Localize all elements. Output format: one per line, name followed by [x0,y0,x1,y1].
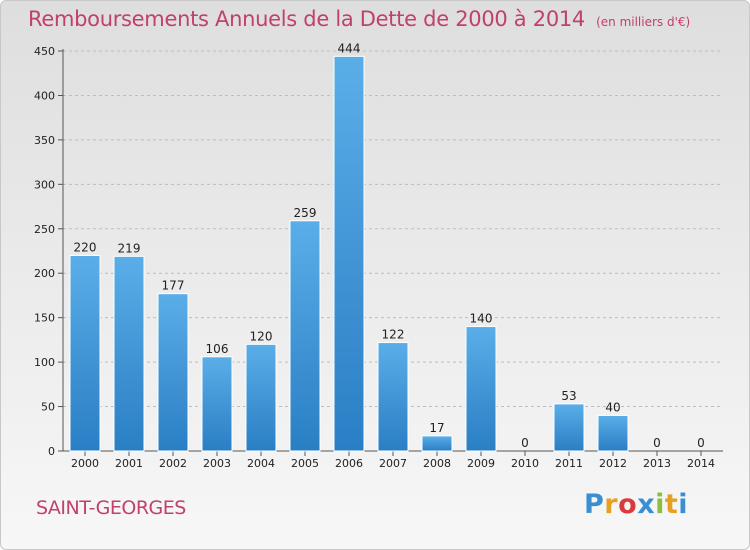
data-label: 219 [118,241,141,255]
logo-letter: t [664,489,679,520]
data-label: 140 [470,312,493,326]
x-tick-label: 2003 [203,457,231,470]
data-label: 259 [294,206,317,220]
y-tick-label: 250 [34,223,55,236]
x-tick-label: 2013 [643,457,671,470]
bar [597,414,629,452]
x-tick-label: 2012 [599,457,627,470]
proxiti-logo: Proxiti [584,489,688,520]
bar [113,255,145,452]
x-tick-label: 2004 [247,457,275,470]
y-tick-label: 300 [34,178,55,191]
x-tick-label: 2006 [335,457,363,470]
y-tick-label: 350 [34,134,55,147]
y-tick-label: 400 [34,89,55,102]
bar [377,342,409,452]
logo-letter: r [604,489,619,520]
data-label: 0 [521,436,529,450]
data-label: 444 [338,41,361,55]
logo-letter: o [618,489,638,520]
x-tick-label: 2008 [423,457,451,470]
data-label: 177 [162,279,185,293]
bar [69,254,101,452]
chart-title: Remboursements Annuels de la Dette de 20… [28,7,585,31]
y-tick-label: 0 [48,445,55,458]
y-tick-label: 50 [41,401,55,414]
chart-title-row: Remboursements Annuels de la Dette de 20… [28,7,690,31]
bar [333,55,365,452]
y-tick-label: 100 [34,356,55,369]
x-tick-label: 2014 [687,457,715,470]
bar [245,343,277,452]
data-label: 0 [697,436,705,450]
logo-letter: i [655,489,665,520]
x-tick-label: 2007 [379,457,407,470]
labels: 2000 220 2001 219 2002 177 2003 106 2004 120 2005 2… [71,41,715,470]
data-label: 53 [561,389,576,403]
x-tick-label: 2002 [159,457,187,470]
data-label: 0 [653,436,661,450]
logo-letter: P [584,489,605,520]
x-tick-label: 2001 [115,457,143,470]
y-tick-label: 150 [34,312,55,325]
bar [201,356,233,452]
data-label: 220 [74,240,97,254]
logo-letter: x [637,489,656,520]
bar [465,326,497,452]
y-tick-label: 450 [34,45,55,58]
bar [157,293,189,452]
data-label: 106 [206,342,229,356]
y-tick-label: 200 [34,267,55,280]
data-label: 122 [382,328,405,342]
data-label: 40 [605,400,620,414]
data-label: 120 [250,329,273,343]
bars [69,55,629,452]
x-tick-label: 2011 [555,457,583,470]
bar [553,403,585,452]
x-tick-label: 2000 [71,457,99,470]
x-tick-label: 2009 [467,457,495,470]
x-tick-label: 2010 [511,457,539,470]
x-tick-label: 2005 [291,457,319,470]
commune-name: SAINT-GEORGES [36,497,186,519]
chart-unit: (en milliers d'€) [596,15,691,29]
logo-letter: i [678,489,689,520]
bar [289,220,321,452]
bar [421,435,453,452]
data-label: 17 [429,421,444,435]
